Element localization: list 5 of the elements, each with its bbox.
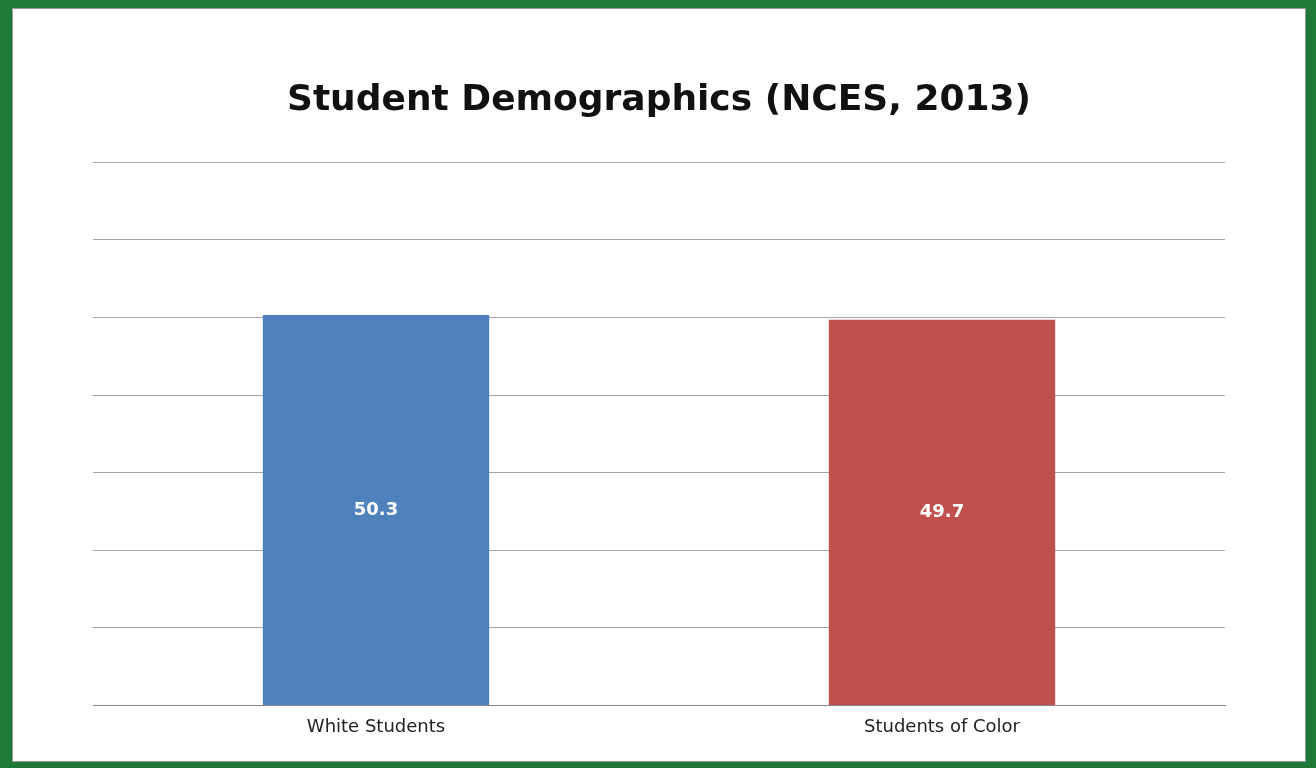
chart-title: Student Demographics (NCES, 2013) <box>286 76 1032 118</box>
data-label: 49.7 <box>919 499 965 521</box>
x-tick-label: White Students <box>306 714 446 736</box>
data-label: 50.3 <box>353 497 399 519</box>
x-tick-label: Students of Color <box>863 714 1021 736</box>
